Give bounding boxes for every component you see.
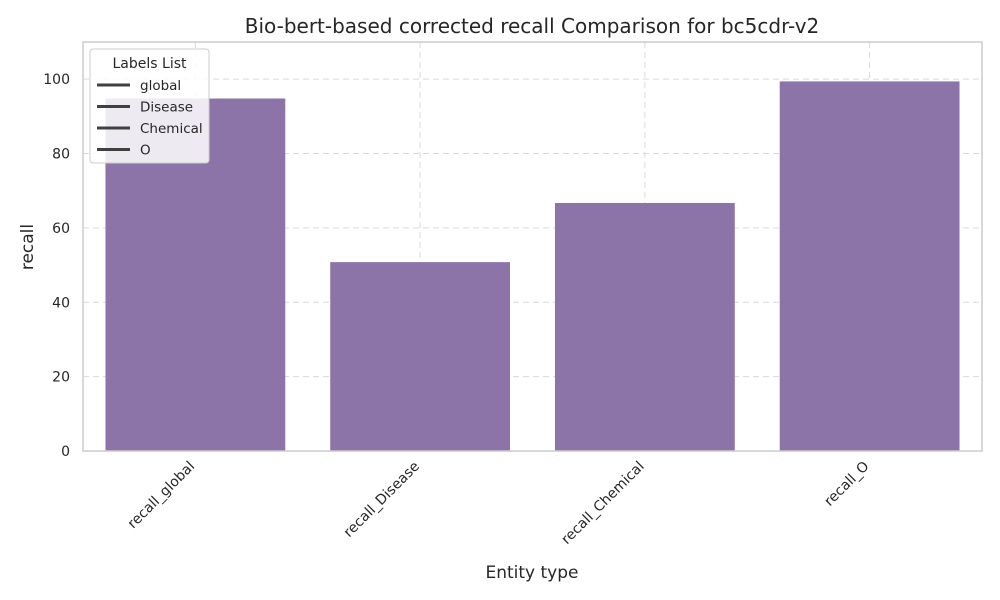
chart-title: Bio-bert-based corrected recall Comparis… (245, 14, 820, 38)
x-tick-label: recall_Disease (341, 459, 423, 541)
y-axis-label: recall (18, 224, 38, 270)
y-axis-ticks: 0 20 40 60 80 100 (43, 72, 70, 460)
legend-label-global: global (140, 78, 181, 94)
legend-box (89, 48, 210, 164)
x-tick-label: recall_O (821, 459, 872, 510)
bar-recall_Disease (330, 262, 511, 451)
bars-layer (105, 81, 960, 452)
legend-label-Disease: Disease (140, 100, 193, 116)
legend-label-Chemical: Chemical (140, 121, 203, 137)
legend: Labels List global Disease Chemical O (89, 48, 210, 164)
x-axis-ticks: recall_global recall_Disease recall_Chemic… (125, 459, 873, 548)
bar-recall_Chemical (554, 202, 735, 451)
bar-recall_O (779, 81, 960, 452)
plot-frame (82, 41, 983, 452)
y-tick-label: 0 (61, 444, 70, 460)
legend-label-O: O (140, 143, 151, 159)
y-tick-label: 40 (52, 295, 70, 311)
y-tick-label: 80 (52, 147, 70, 163)
y-tick-label: 60 (52, 221, 70, 237)
legend-entries: global Disease Chemical O (97, 78, 203, 159)
y-tick-label: 20 (52, 370, 70, 386)
legend-title: Labels List (113, 56, 187, 72)
x-tick-label: recall_global (125, 459, 198, 532)
y-tick-label: 100 (43, 72, 70, 88)
x-tick-label: recall_Chemical (559, 459, 648, 548)
x-axis-label: Entity type (485, 563, 578, 583)
